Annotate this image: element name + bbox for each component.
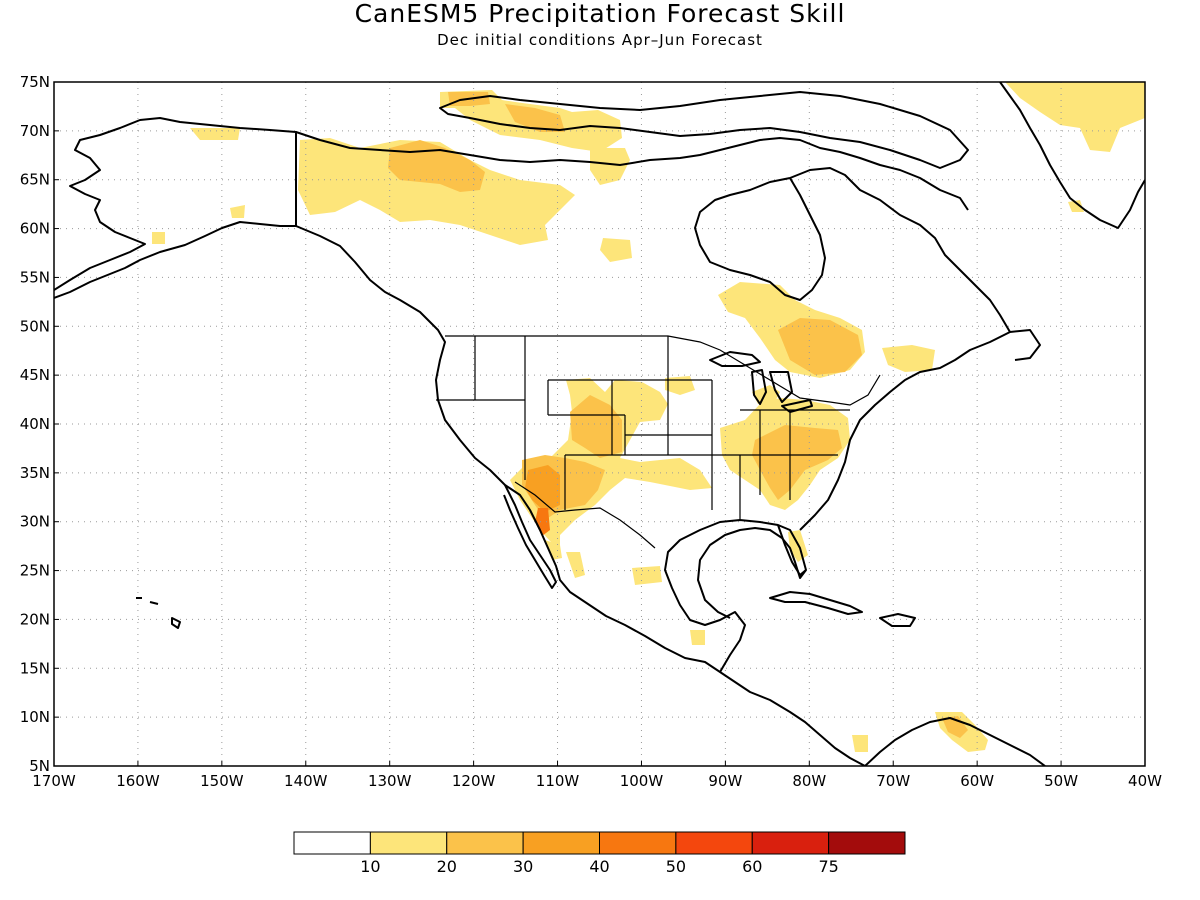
- skill-region-colorado: [570, 395, 622, 458]
- skill-region-alaska-south: [230, 205, 245, 218]
- longitude-tick-label: 80W: [792, 772, 826, 790]
- longitude-tick-label: 160W: [116, 772, 160, 790]
- longitude-tick-label: 150W: [200, 772, 244, 790]
- longitude-tick-label: 130W: [368, 772, 412, 790]
- colorbar-swatch: [369, 831, 448, 855]
- colorbar-tick-label: 10: [360, 857, 380, 876]
- coastline-greenland: [999, 82, 1145, 229]
- latitude-labels: 5N 10N 15N 20N 25N 30N 35N 40N 45N 50N 55N 60N 65N 70…: [20, 73, 59, 775]
- skill-region-alaska-west: [152, 232, 165, 244]
- skill-region-alaska-north: [190, 128, 240, 140]
- skill-region-gulf: [632, 566, 662, 585]
- colorbar-swatch: [599, 831, 677, 855]
- colorbar-tick-label: 75: [818, 857, 838, 876]
- latitude-tick-label: 70N: [20, 122, 50, 140]
- latitude-tick-label: 55N: [20, 268, 50, 286]
- coastline-atlantic-east: [799, 329, 1041, 531]
- longitude-tick-label: 110W: [536, 772, 580, 790]
- colorbar-swatch: [446, 831, 524, 855]
- longitude-tick-label: 140W: [284, 772, 328, 790]
- coastline-lake-superior: [709, 351, 761, 367]
- coastline-lake-michigan: [751, 369, 767, 405]
- latitude-tick-label: 15N: [20, 659, 50, 677]
- skill-region-maritimes: [882, 345, 935, 372]
- latitude-tick-label: 25N: [20, 562, 50, 580]
- lat-lon-grid: [54, 82, 1145, 766]
- skill-region-greenland-south: [1068, 200, 1084, 212]
- coastline-lake-huron: [769, 371, 793, 403]
- coastline-hawaii: [136, 597, 181, 629]
- skill-region-colombia: [852, 735, 868, 752]
- longitude-tick-label: 90W: [708, 772, 742, 790]
- latitude-tick-label: 5N: [29, 757, 50, 775]
- state-lines: [436, 336, 850, 520]
- longitude-tick-label: 50W: [1044, 772, 1078, 790]
- longitude-tick-label: 170W: [32, 772, 76, 790]
- colorbar-swatch: [675, 831, 753, 855]
- skill-region-great-bear: [388, 140, 485, 192]
- coastline-florida: [777, 524, 807, 576]
- colorbar-swatch: [751, 831, 830, 855]
- colorbar-swatch: [293, 831, 371, 855]
- skill-region-yucatan: [690, 630, 705, 645]
- map-title: CanESM5 Precipitation Forecast Skill: [355, 0, 846, 28]
- coastline-hudson-bay: [694, 177, 826, 301]
- coastline-cuba: [769, 591, 863, 615]
- latitude-tick-label: 50N: [20, 317, 50, 335]
- skill-region-plains-north: [665, 376, 695, 395]
- colorbar-swatch: [828, 831, 906, 855]
- map-area: [54, 82, 1145, 766]
- coastline-labrador: [789, 167, 1011, 333]
- skill-region-great-lakes: [752, 385, 780, 404]
- skill-region-appalachia: [752, 425, 842, 500]
- border-us-mexico: [514, 481, 656, 549]
- longitude-tick-label: 70W: [876, 772, 910, 790]
- colorbar-tick-label: 30: [513, 857, 533, 876]
- skill-region-yukon-nwt: [298, 138, 575, 245]
- colorbar: 10 20 30 40 50 60 75: [293, 831, 906, 876]
- coastline-arctic-islands: [439, 91, 969, 169]
- map-subtitle: Dec initial conditions Apr–Jun Forecast: [437, 31, 763, 49]
- coastline-gulf-east: [864, 717, 1046, 766]
- coastline-arctic-mainland: [295, 131, 969, 211]
- latitude-tick-label: 30N: [20, 513, 50, 531]
- latitude-tick-label: 35N: [20, 464, 50, 482]
- longitude-tick-label: 60W: [960, 772, 994, 790]
- latitude-tick-label: 65N: [20, 171, 50, 189]
- colorbar-tick-label: 50: [666, 857, 686, 876]
- colorbar-tick-label: 40: [589, 857, 609, 876]
- colorbar-tick-label: 20: [437, 857, 457, 876]
- skill-region-quebec-core: [778, 318, 862, 375]
- coastline-alaska: [54, 117, 297, 299]
- longitude-tick-label: 40W: [1128, 772, 1162, 790]
- skill-region-banks-island: [505, 104, 565, 132]
- skill-region-hudson-west: [600, 238, 632, 262]
- latitude-tick-label: 60N: [20, 220, 50, 238]
- skill-region-arizona: [525, 465, 560, 512]
- skill-region-greenland: [1005, 82, 1145, 152]
- longitude-tick-label: 100W: [620, 772, 664, 790]
- colorbar-swatch: [522, 831, 600, 855]
- latitude-tick-label: 75N: [20, 73, 50, 91]
- skill-region-sierra-madre: [566, 552, 585, 578]
- political-borders: [295, 132, 881, 549]
- longitude-tick-label: 120W: [452, 772, 496, 790]
- coastline-baja: [503, 484, 557, 589]
- coastline-hispaniola: [879, 613, 916, 627]
- latitude-tick-label: 40N: [20, 415, 50, 433]
- latitude-tick-label: 10N: [20, 708, 50, 726]
- latitude-tick-label: 45N: [20, 366, 50, 384]
- latitude-tick-label: 20N: [20, 610, 50, 628]
- colorbar-tick-label: 60: [742, 857, 762, 876]
- coastline-pacific-west: [295, 225, 866, 766]
- skill-region-nwt-east: [590, 148, 630, 185]
- border-us-canada: [445, 335, 881, 406]
- longitude-labels: 170W 160W 150W 140W 130W 120W 110W 100W 90W 80W 70…: [32, 761, 1162, 790]
- coastlines: [54, 82, 1145, 766]
